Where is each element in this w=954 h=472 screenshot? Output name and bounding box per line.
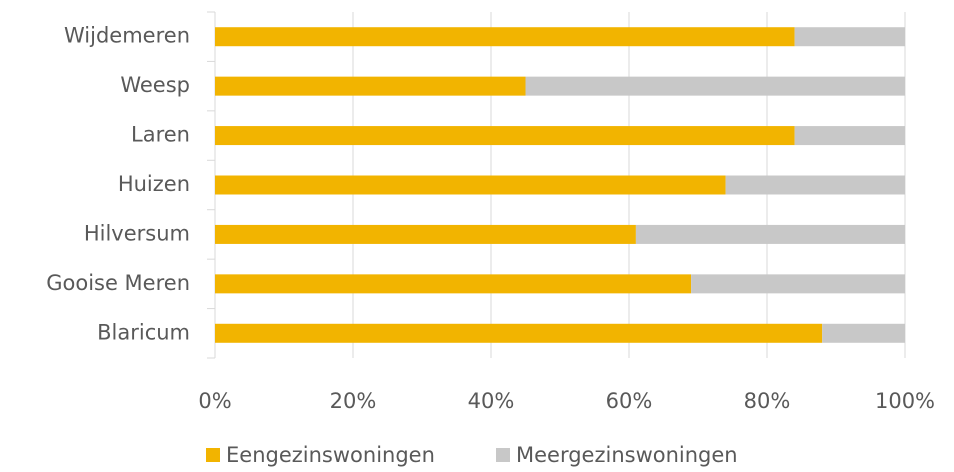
y-tick-label: Blaricum bbox=[97, 320, 190, 344]
bar-segment bbox=[215, 126, 795, 146]
bar-segment bbox=[822, 323, 905, 343]
bar-segment bbox=[215, 76, 526, 96]
bar-segment bbox=[635, 224, 905, 244]
legend-swatch bbox=[496, 448, 510, 462]
x-tick-label: 20% bbox=[330, 389, 377, 413]
y-tick-label: Weesp bbox=[120, 73, 190, 97]
bar-segment bbox=[525, 76, 905, 96]
legend-label: Eengezinswoningen bbox=[226, 443, 435, 467]
bar-segment bbox=[215, 323, 823, 343]
x-tick-label: 100% bbox=[875, 389, 935, 413]
y-tick-label: Laren bbox=[131, 123, 190, 147]
bar-segment bbox=[215, 27, 795, 47]
y-tick-label: Huizen bbox=[118, 172, 190, 196]
y-tick-label: Hilversum bbox=[84, 221, 190, 245]
y-tick-label: Wijdemeren bbox=[64, 24, 190, 48]
x-tick-label: 60% bbox=[606, 389, 653, 413]
bar-segment bbox=[215, 175, 726, 195]
y-tick-label: Gooise Meren bbox=[46, 271, 190, 295]
legend-swatch bbox=[206, 448, 220, 462]
bar-segment bbox=[215, 224, 636, 244]
x-tick-label: 80% bbox=[744, 389, 791, 413]
x-tick-label: 40% bbox=[468, 389, 515, 413]
legend-label: Meergezinswoningen bbox=[516, 443, 738, 467]
bar-segment bbox=[725, 175, 905, 195]
bar-segment bbox=[794, 126, 905, 146]
bar-segment bbox=[215, 274, 692, 294]
x-tick-label: 0% bbox=[198, 389, 231, 413]
bar-segment bbox=[794, 27, 905, 47]
bar-segment bbox=[691, 274, 905, 294]
